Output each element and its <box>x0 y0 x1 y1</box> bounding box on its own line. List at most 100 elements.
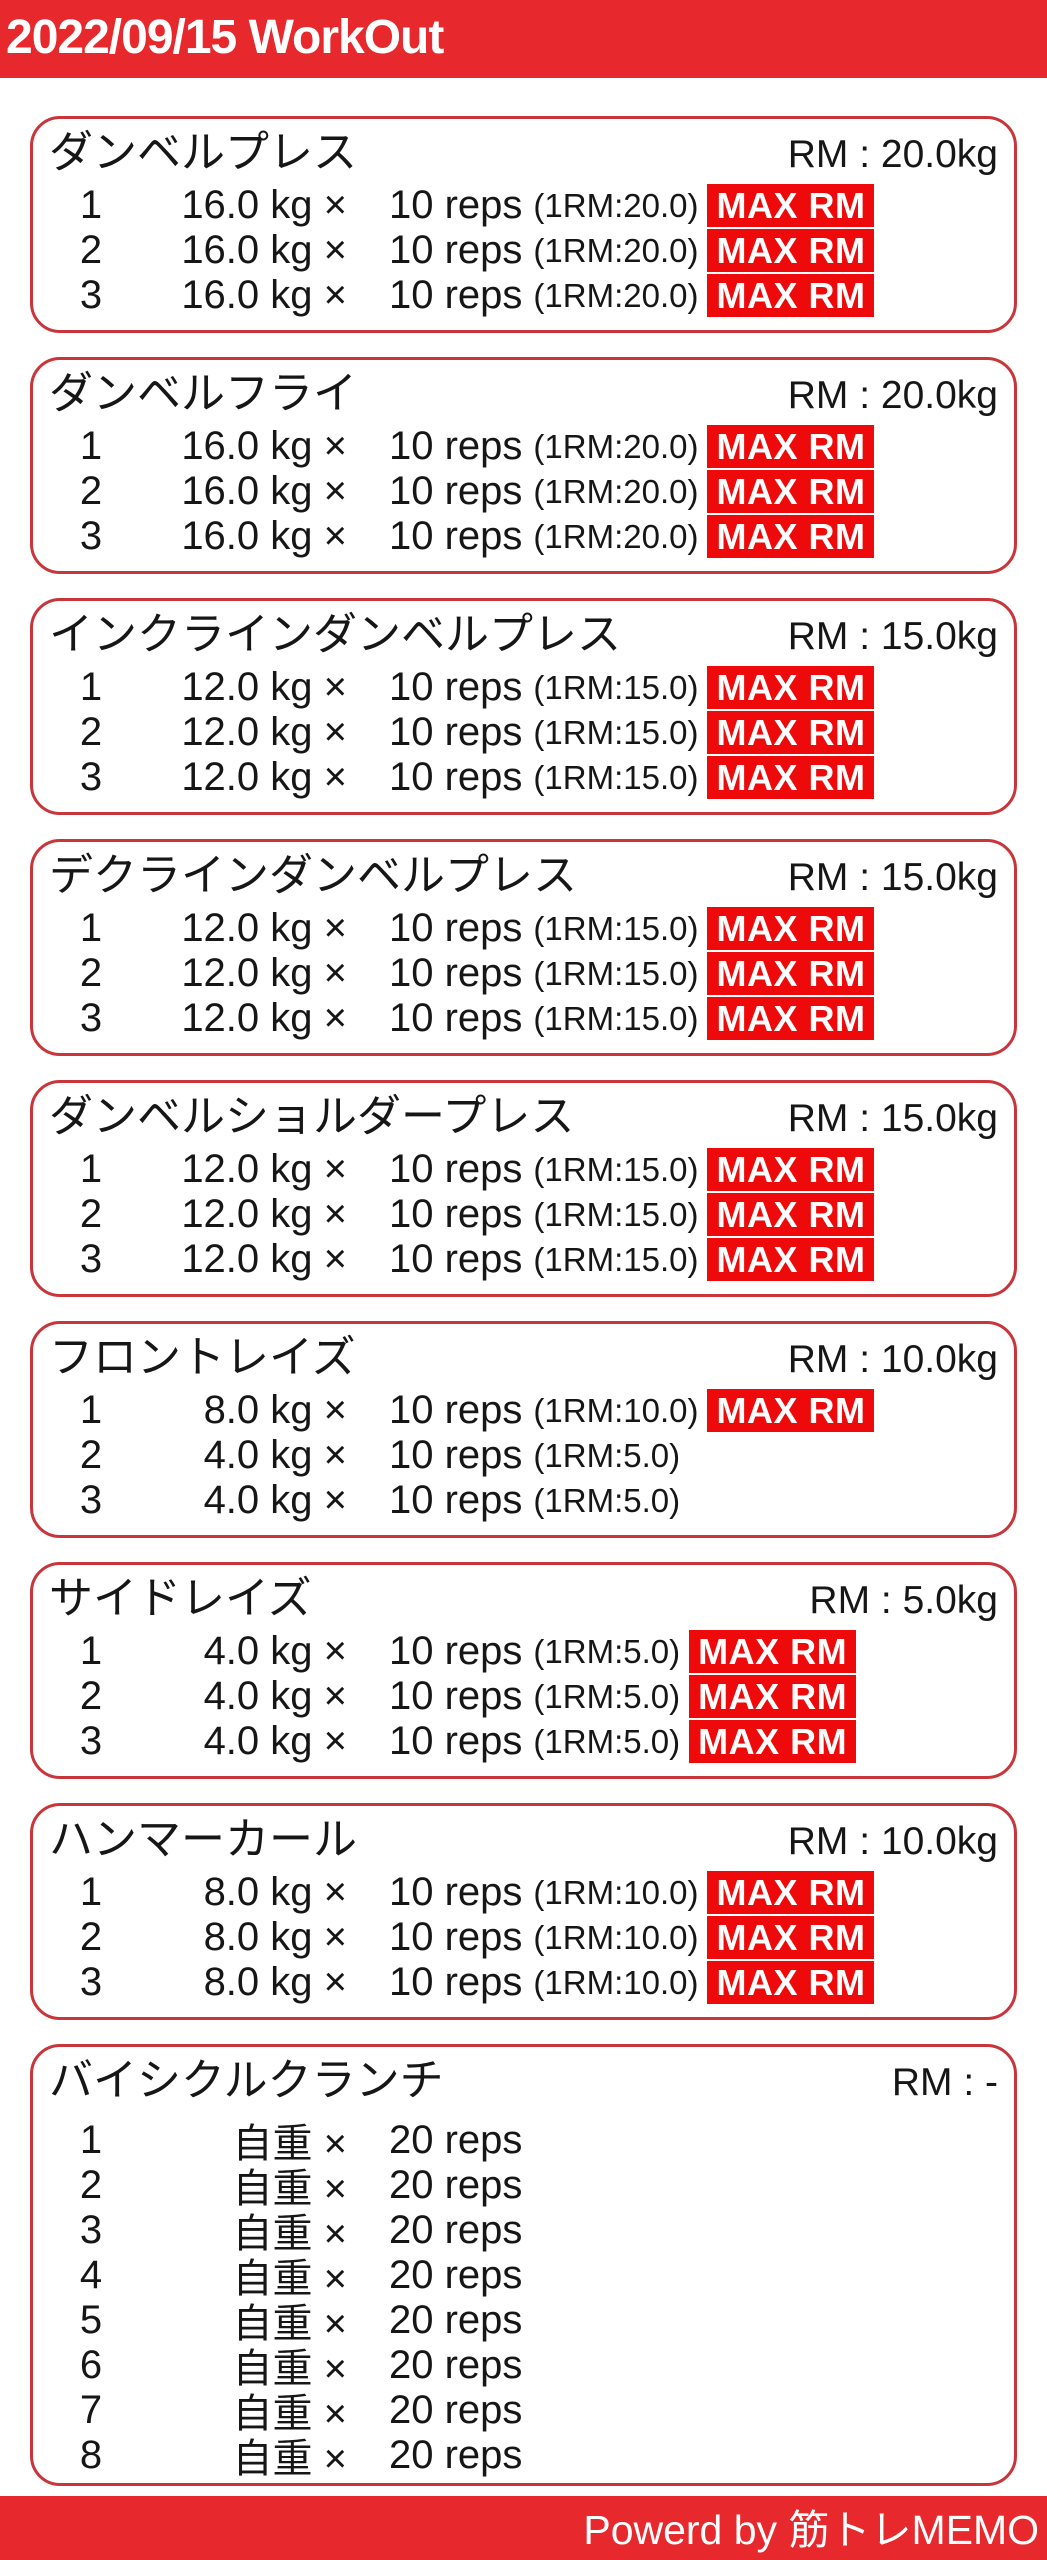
set-row: 1 12.0 kg × 10 reps (1RM:15.0) MAX RM <box>47 665 1000 710</box>
set-detail: 20 reps <box>347 2298 1000 2343</box>
max-rm-badge: MAX RM <box>707 1193 875 1236</box>
exercise-rm-value: RM : 15.0kg <box>787 856 998 899</box>
set-row: 2 12.0 kg × 10 reps (1RM:15.0) MAX RM <box>47 1192 1000 1237</box>
exercise-rm-value: RM : 10.0kg <box>787 1820 998 1863</box>
set-one-rm: (1RM:15.0) <box>533 1150 699 1188</box>
set-list: 1 12.0 kg × 10 reps (1RM:15.0) MAX RM 2 … <box>47 906 1000 1041</box>
set-row: 1 16.0 kg × 10 reps (1RM:20.0) MAX RM <box>47 183 1000 228</box>
set-detail: 10 reps (1RM:15.0) MAX RM <box>347 996 1000 1041</box>
set-number: 1 <box>79 2117 103 2162</box>
set-detail: 10 reps (1RM:20.0) MAX RM <box>347 273 1000 318</box>
set-one-rm: (1RM:15.0) <box>533 668 699 706</box>
max-rm-badge: MAX RM <box>707 470 875 513</box>
exercise-rm-value: RM : - <box>891 2061 998 2104</box>
set-weight: 4.0 kg × <box>203 1478 347 1522</box>
set-reps: 20 reps <box>389 2432 523 2477</box>
set-detail: 20 reps <box>347 2388 1000 2433</box>
set-weight: 12.0 kg × <box>181 906 347 950</box>
set-reps: 10 reps <box>389 1870 523 1914</box>
set-weight: 8.0 kg × <box>203 1870 347 1914</box>
set-number: 1 <box>79 906 103 950</box>
set-row: 2 16.0 kg × 10 reps (1RM:20.0) MAX RM <box>47 469 1000 514</box>
set-weight: 4.0 kg × <box>203 1674 347 1718</box>
set-detail: 10 reps (1RM:15.0) MAX RM <box>347 951 1000 996</box>
max-rm-badge: MAX RM <box>689 1720 857 1763</box>
max-rm-badge: MAX RM <box>707 1916 875 1959</box>
set-number: 3 <box>79 996 103 1040</box>
set-row: 3 16.0 kg × 10 reps (1RM:20.0) MAX RM <box>47 514 1000 559</box>
set-number: 3 <box>79 514 103 558</box>
exercise-rm-value: RM : 5.0kg <box>809 1579 998 1622</box>
set-detail: 10 reps (1RM:20.0) MAX RM <box>347 228 1000 273</box>
set-weight: 自重 × <box>232 2212 347 2256</box>
set-row: 2 4.0 kg × 10 reps (1RM:5.0) <box>47 1433 1000 1478</box>
card-header: デクラインダンベルプレス RM : 15.0kg <box>47 850 1000 906</box>
set-reps: 10 reps <box>389 1719 523 1763</box>
set-weight: 16.0 kg × <box>181 514 347 558</box>
set-reps: 10 reps <box>389 424 523 468</box>
exercise-name: ダンベルショルダープレス <box>49 1092 575 1141</box>
set-detail: 10 reps (1RM:15.0) MAX RM <box>347 1147 1000 1192</box>
exercise-rm-value: RM : 20.0kg <box>787 133 998 176</box>
set-reps: 10 reps <box>389 1433 523 1477</box>
set-reps: 10 reps <box>389 1629 523 1673</box>
max-rm-badge: MAX RM <box>689 1630 857 1673</box>
set-number: 3 <box>79 273 103 317</box>
set-row: 6 自重 × 20 reps <box>47 2336 1000 2392</box>
set-number: 6 <box>79 2342 103 2387</box>
set-detail: 10 reps (1RM:15.0) MAX RM <box>347 1192 1000 1237</box>
set-row: 1 自重 × 20 reps <box>47 2111 1000 2167</box>
exercise-rm-value: RM : 15.0kg <box>787 1097 998 1140</box>
set-list: 1 16.0 kg × 10 reps (1RM:20.0) MAX RM 2 … <box>47 424 1000 559</box>
set-detail: 10 reps (1RM:15.0) MAX RM <box>347 665 1000 710</box>
set-detail: 10 reps (1RM:10.0) MAX RM <box>347 1960 1000 2005</box>
set-reps: 20 reps <box>389 2207 523 2252</box>
card-header: サイドレイズ RM : 5.0kg <box>47 1573 1000 1629</box>
set-detail: 10 reps (1RM:5.0) MAX RM <box>347 1719 1000 1764</box>
set-number: 3 <box>79 1478 103 1522</box>
max-rm-badge: MAX RM <box>707 1389 875 1432</box>
set-detail: 10 reps (1RM:10.0) MAX RM <box>347 1870 1000 1915</box>
set-row: 1 4.0 kg × 10 reps (1RM:5.0) MAX RM <box>47 1629 1000 1674</box>
set-row: 2 16.0 kg × 10 reps (1RM:20.0) MAX RM <box>47 228 1000 273</box>
set-one-rm: (1RM:5.0) <box>533 1632 681 1670</box>
set-number: 5 <box>79 2297 103 2342</box>
set-row: 3 12.0 kg × 10 reps (1RM:15.0) MAX RM <box>47 996 1000 1041</box>
max-rm-badge: MAX RM <box>707 274 875 317</box>
set-reps: 10 reps <box>389 996 523 1040</box>
set-number: 1 <box>79 183 103 227</box>
set-one-rm: (1RM:15.0) <box>533 954 699 992</box>
set-reps: 10 reps <box>389 1915 523 1959</box>
set-reps: 10 reps <box>389 1674 523 1718</box>
max-rm-badge: MAX RM <box>707 1871 875 1914</box>
set-reps: 20 reps <box>389 2297 523 2342</box>
set-weight: 16.0 kg × <box>181 273 347 317</box>
set-row: 3 8.0 kg × 10 reps (1RM:10.0) MAX RM <box>47 1960 1000 2005</box>
set-list: 1 8.0 kg × 10 reps (1RM:10.0) MAX RM 2 8… <box>47 1870 1000 2005</box>
set-one-rm: (1RM:15.0) <box>533 758 699 796</box>
set-weight: 自重 × <box>232 2167 347 2211</box>
set-number: 7 <box>79 2387 103 2432</box>
set-row: 2 12.0 kg × 10 reps (1RM:15.0) MAX RM <box>47 951 1000 996</box>
header: 2022/09/15 WorkOut <box>0 0 1047 78</box>
workout-list[interactable]: ダンベルプレス RM : 20.0kg 1 16.0 kg × 10 reps … <box>0 78 1047 2486</box>
set-reps: 10 reps <box>389 1147 523 1191</box>
set-weight: 12.0 kg × <box>181 1192 347 1236</box>
exercise-name: ダンベルプレス <box>49 128 357 177</box>
set-one-rm: (1RM:5.0) <box>533 1481 681 1519</box>
set-weight: 8.0 kg × <box>203 1915 347 1959</box>
set-detail: 10 reps (1RM:5.0) MAX RM <box>347 1629 1000 1674</box>
set-weight: 12.0 kg × <box>181 996 347 1040</box>
max-rm-badge: MAX RM <box>707 229 875 272</box>
exercise-name: ダンベルフライ <box>49 369 357 418</box>
set-number: 4 <box>79 2252 103 2297</box>
set-one-rm: (1RM:5.0) <box>533 1722 681 1760</box>
max-rm-badge: MAX RM <box>707 515 875 558</box>
set-number: 3 <box>79 755 103 799</box>
set-number: 2 <box>79 1674 103 1718</box>
set-reps: 10 reps <box>389 951 523 995</box>
exercise-name: フロントレイズ <box>49 1333 356 1382</box>
set-list: 1 自重 × 20 reps 2 自重 × 20 reps 3 自重 × 20 … <box>47 2111 1000 2482</box>
exercise-name: バイシクルクランチ <box>49 2056 444 2105</box>
exercise-rm-value: RM : 10.0kg <box>787 1338 998 1381</box>
